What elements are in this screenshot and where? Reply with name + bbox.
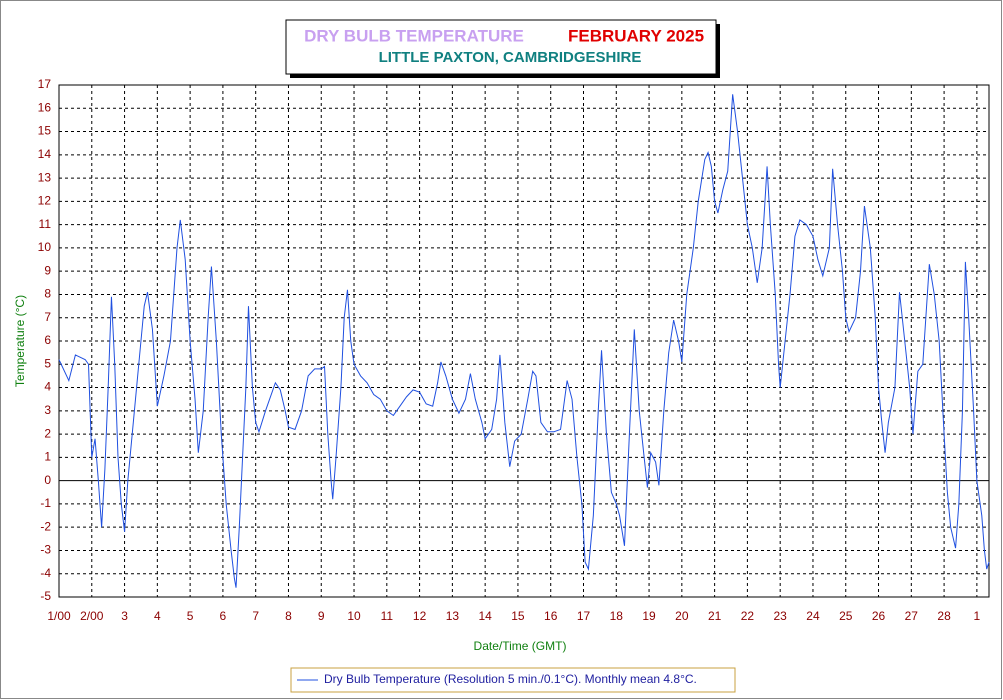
x-tick-label: 15 [511, 609, 525, 623]
y-tick-label: 11 [39, 217, 52, 231]
x-tick-label: 27 [905, 609, 919, 623]
y-tick-label: -4 [40, 566, 51, 580]
y-tick-label: -1 [40, 496, 51, 510]
y-tick-label: -2 [40, 519, 51, 533]
x-tick-label: 11 [381, 609, 394, 623]
y-tick-label: 14 [38, 147, 52, 161]
x-tick-label: 19 [642, 609, 656, 623]
x-tick-label: 9 [318, 609, 325, 623]
y-tick-label: 16 [38, 100, 52, 114]
y-tick-label: 7 [44, 310, 51, 324]
y-tick-label: -5 [40, 589, 51, 603]
x-axis-label: Date/Time (GMT) [474, 639, 567, 653]
x-tick-label: 22 [741, 609, 755, 623]
y-tick-label: 2 [44, 426, 51, 440]
x-tick-label: 20 [675, 609, 689, 623]
legend-box [290, 667, 736, 693]
x-tick-label: 8 [285, 609, 292, 623]
y-tick-label: 15 [38, 124, 52, 138]
x-tick-label: 14 [478, 609, 492, 623]
x-tick-label: 28 [937, 609, 951, 623]
plot-border [58, 84, 990, 598]
y-tick-label: 12 [38, 194, 52, 208]
y-tick-label: 1 [44, 450, 51, 464]
x-tick-label: 13 [446, 609, 460, 623]
legend-label: Dry Bulb Temperature (Resolution 5 min./… [324, 672, 697, 686]
x-tick-label: 1 [974, 609, 981, 623]
y-tick-label: 17 [38, 77, 52, 91]
chart-title: DRY BULB TEMPERATURE [304, 26, 524, 45]
y-tick-label: 8 [44, 287, 51, 301]
x-tick-label: 23 [774, 609, 788, 623]
chart-title-month: FEBRUARY 2025 [568, 26, 704, 45]
x-tick-label: 5 [187, 609, 194, 623]
x-tick-label: 1/00 [47, 609, 71, 623]
x-tick-label: 21 [708, 609, 722, 623]
y-tick-label: 13 [38, 170, 52, 184]
y-tick-label: -3 [40, 543, 51, 557]
chart-subtitle: LITTLE PAXTON, CAMBRIDGESHIRE [379, 49, 642, 66]
x-tick-label: 12 [413, 609, 427, 623]
x-tick-label: 7 [252, 609, 259, 623]
y-axis-label: Temperature (°C) [13, 295, 27, 387]
y-tick-label: 3 [44, 403, 51, 417]
y-tick-label: 6 [44, 333, 51, 347]
y-tick-label: 5 [44, 356, 51, 370]
title-box [285, 19, 717, 75]
x-tick-label: 10 [347, 609, 361, 623]
x-tick-label: 6 [220, 609, 227, 623]
x-tick-label: 16 [544, 609, 558, 623]
x-tick-label: 24 [806, 609, 820, 623]
x-tick-label: 17 [577, 609, 591, 623]
x-tick-label: 4 [154, 609, 161, 623]
y-tick-label: 4 [44, 380, 51, 394]
x-tick-label: 25 [839, 609, 853, 623]
x-tick-label: 3 [121, 609, 128, 623]
y-tick-label: 9 [44, 263, 51, 277]
x-tick-label: 26 [872, 609, 886, 623]
y-tick-label: 0 [44, 473, 51, 487]
data-line [58, 94, 990, 588]
x-tick-label: 18 [610, 609, 624, 623]
y-tick-label: 10 [38, 240, 52, 254]
x-tick-label: 2/00 [80, 609, 104, 623]
